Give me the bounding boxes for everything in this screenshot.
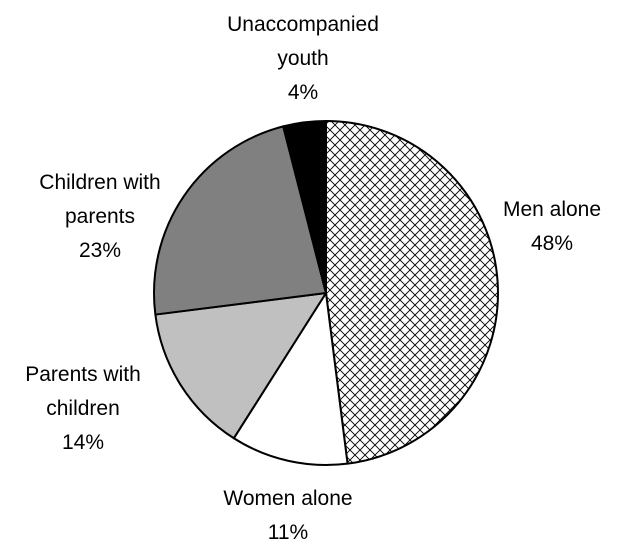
slice-label-line: Unaccompanied [227, 13, 379, 36]
slice-label-5: Unaccompanied youth 4% [227, 13, 379, 104]
slice-label-line: youth [277, 47, 328, 70]
slice-label-4: Children with parents 23% [39, 171, 160, 262]
slice-label-line: Women alone [223, 487, 352, 510]
slice-label-1: Men alone 48% [503, 198, 601, 255]
slice-label-line: children [46, 397, 120, 420]
pie-slice-1 [325, 120, 499, 465]
pie-slice-5 [282, 120, 327, 294]
slice-label-2: Women alone 11% [223, 487, 352, 542]
slice-label-line: Children with [39, 171, 160, 194]
slice-percent: 23% [79, 239, 121, 262]
pie-slice-4 [153, 125, 327, 316]
slice-label-3: Parents with children 14% [25, 363, 141, 454]
pie-slice-2 [232, 292, 349, 466]
slice-percent: 11% [268, 521, 308, 542]
slice-label-line: parents [65, 205, 135, 228]
slice-label-line: Parents with [25, 363, 141, 386]
pie-slice-3 [154, 292, 327, 440]
slice-percent: 4% [288, 81, 318, 104]
slice-percent: 48% [531, 232, 573, 255]
slice-percent: 14% [62, 431, 104, 454]
slice-label-line: Men alone [503, 198, 601, 221]
pie-labels: Men alone 48% Women alone 11% Parents with ch… [25, 13, 601, 542]
pie-slices [153, 120, 499, 466]
